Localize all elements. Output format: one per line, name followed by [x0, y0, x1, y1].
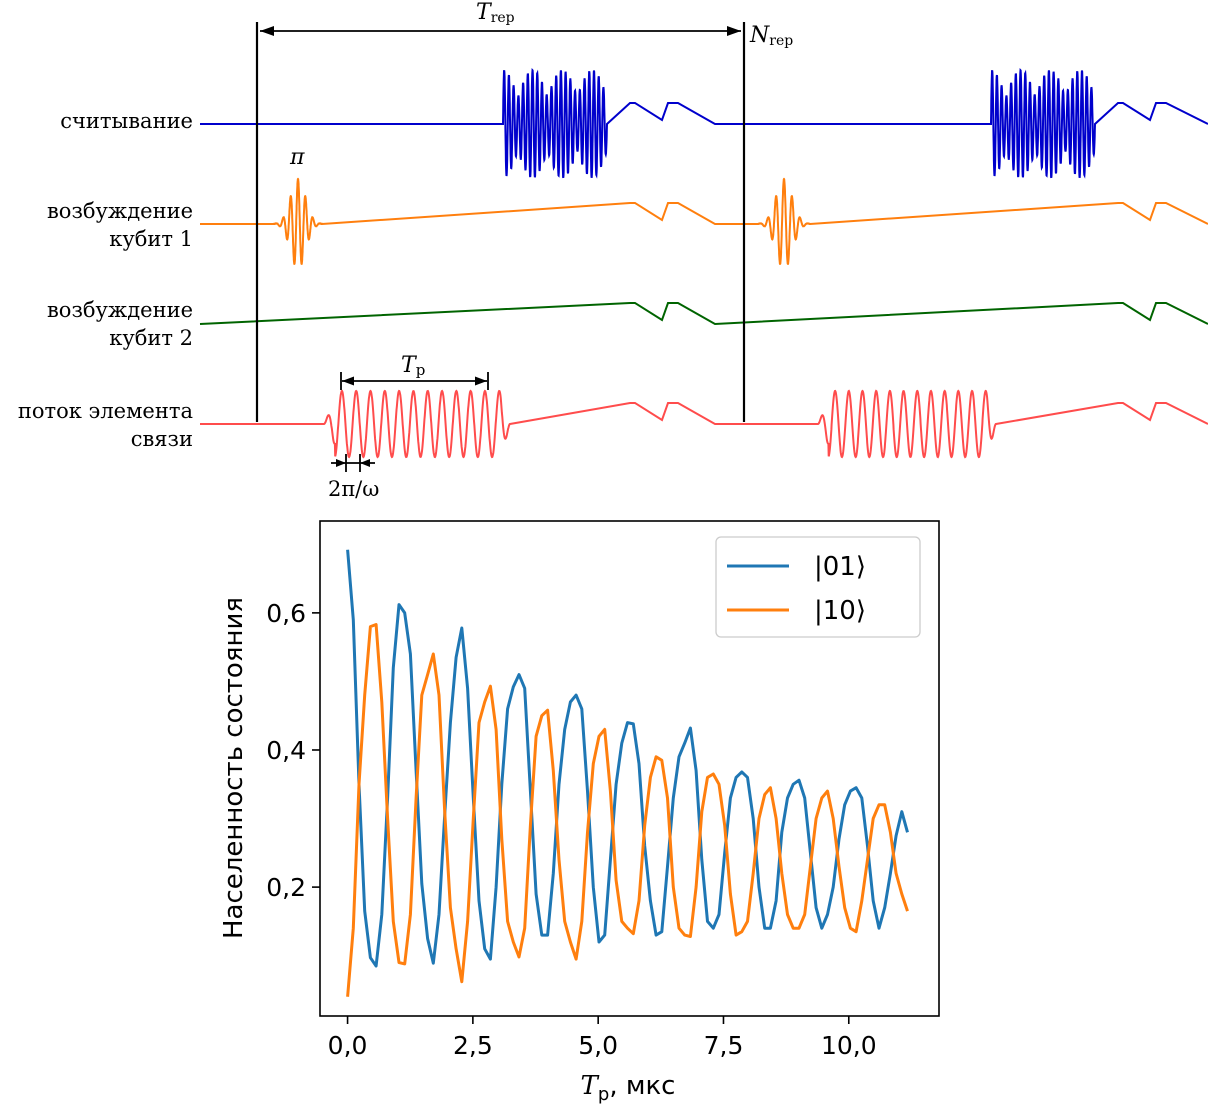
- channel-label-3-line-1: возбуждение: [47, 298, 193, 322]
- y-tick-label: 0,6: [266, 599, 306, 628]
- x-tick-label: 0,0: [328, 1031, 368, 1060]
- x-tick-label: 2,5: [453, 1031, 493, 1060]
- channel-label-4-line-1: поток элемента: [18, 399, 193, 423]
- pulse-sequence-diagram: считывание возбуждение кубит 1 возбуждение к…: [18, 0, 1208, 501]
- y-tick-label: 0,2: [266, 873, 306, 902]
- x-tick-label: 7,5: [704, 1031, 744, 1060]
- channel-label-4-line-2: связи: [131, 427, 193, 451]
- channel-trace-1: [200, 68, 1208, 179]
- x-tick-label: 5,0: [578, 1031, 618, 1060]
- x-axis: 0,0 2,5 5,0 7,5 10,0: [328, 1016, 877, 1060]
- channel-labels: считывание возбуждение кубит 1 возбуждение к…: [18, 109, 193, 451]
- plot-frame: [319, 520, 940, 1017]
- series-line-1: [346, 623, 909, 997]
- trep-arrowhead-right: [727, 26, 741, 36]
- period-arrowhead-right: [360, 459, 370, 467]
- legend-label-01: |01⟩: [814, 552, 866, 582]
- y-tick-label: 0,4: [266, 736, 306, 765]
- trep-label: Trep: [476, 0, 515, 26]
- pi-pulse-label: π: [289, 145, 305, 170]
- tp-arrowhead-right: [475, 376, 487, 386]
- x-axis-label: Tp, мкс: [581, 1071, 676, 1104]
- y-axis: 0,2 0,4 0,6: [266, 599, 320, 902]
- channel-label-2-line-2: кубит 1: [109, 227, 193, 251]
- tp-label: Tp: [401, 353, 425, 379]
- legend-label-10: |10⟩: [814, 596, 866, 626]
- legend: |01⟩ |10⟩: [715, 536, 921, 638]
- channel-trace-4: [200, 389, 1208, 459]
- series-line-0: [346, 549, 909, 968]
- population-chart: 0,0 2,5 5,0 7,5 10,0 0,2 0,4 0,6 Tp, мкс Насел…: [219, 520, 940, 1104]
- channel-label-3-line-2: кубит 2: [109, 326, 193, 350]
- channel-trace-3: [199, 302, 1208, 326]
- channel-traces: [199, 68, 1208, 459]
- nrep-label: Nrep: [749, 23, 793, 49]
- channel-label-1-line-1: считывание: [60, 109, 193, 133]
- tp-arrowhead-left: [342, 376, 354, 386]
- period-label: 2π/ω: [328, 477, 379, 501]
- chart-series: [346, 549, 909, 997]
- y-axis-label: Населенность состояния: [219, 597, 249, 939]
- period-arrowhead-left: [336, 459, 346, 467]
- channel-trace-2: [200, 177, 1208, 265]
- x-tick-label: 10,0: [821, 1031, 877, 1060]
- trep-arrowhead-left: [260, 26, 274, 36]
- channel-label-2-line-1: возбуждение: [47, 199, 193, 223]
- legend-box: [715, 536, 921, 638]
